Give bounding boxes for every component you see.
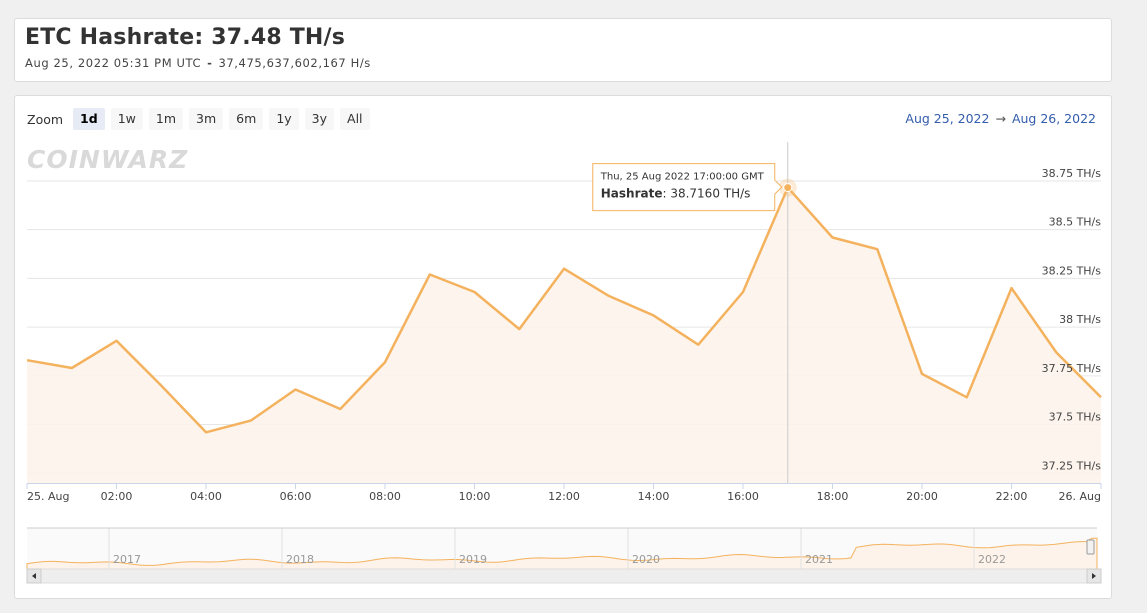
y-tick-label: 38.25 TH/s xyxy=(1042,264,1102,277)
zoom-button-1w[interactable]: 1w xyxy=(110,108,143,130)
x-tick-label: 22:00 xyxy=(996,490,1028,503)
chart-card: COINWARZ 37.25 TH/s 37.5 TH/s 37.75 TH/s 38… xyxy=(14,95,1112,599)
navigator-year-label: 2020 xyxy=(632,553,660,566)
zoom-button-6m[interactable]: 6m xyxy=(229,108,264,130)
x-tick-label: 12:00 xyxy=(548,490,580,503)
tooltip-series-label: Hashrate xyxy=(601,187,663,201)
date-range[interactable]: Aug 25, 2022 → Aug 26, 2022 xyxy=(905,111,1096,126)
plot-layer xyxy=(26,142,1102,483)
y-tick-label: 38.75 TH/s xyxy=(1042,167,1102,180)
y-tick-label: 37.5 TH/s xyxy=(1049,411,1102,424)
navigator-year-label: 2017 xyxy=(113,553,141,566)
x-tick-label: 25. Aug xyxy=(27,490,69,503)
raw-hashrate: 37,475,637,602,167 H/s xyxy=(218,56,371,70)
highlight-point xyxy=(783,183,793,193)
x-tick-label: 06:00 xyxy=(280,490,312,503)
zoom-label: Zoom xyxy=(27,111,64,127)
tooltip-value: 38.7160 TH/s xyxy=(670,187,750,201)
tooltip: Thu, 25 Aug 2022 17:00:00 GMT Hashrate: … xyxy=(592,163,783,212)
navigator-handle xyxy=(1086,539,1095,555)
area-fill xyxy=(27,187,1101,483)
zoom-button-3m[interactable]: 3m xyxy=(189,108,224,130)
coinwarz-watermark: COINWARZ xyxy=(27,145,188,174)
x-tick-label: 04:00 xyxy=(190,490,222,503)
range-arrow: → xyxy=(995,111,1006,126)
x-tick-label: 18:00 xyxy=(817,490,849,503)
navigator-year-label: 2019 xyxy=(459,553,487,566)
zoom-button-all[interactable]: All xyxy=(340,108,370,130)
scroll-right-arrow-icon xyxy=(1092,573,1096,579)
range-to[interactable]: Aug 26, 2022 xyxy=(1011,111,1096,126)
y-tick-label: 37.75 TH/s xyxy=(1042,362,1102,375)
separator: - xyxy=(207,56,213,70)
zoom-button-1y[interactable]: 1y xyxy=(269,108,299,130)
zoom-button-1d[interactable]: 1d xyxy=(73,108,105,130)
navigator-year-label: 2021 xyxy=(805,553,833,566)
x-tick-label: 26. Aug xyxy=(1059,490,1101,503)
x-tick-label: 08:00 xyxy=(369,490,401,503)
x-tick-label: 16:00 xyxy=(727,490,759,503)
scrollbar-track xyxy=(26,568,1102,584)
zoom-button-3y[interactable]: 3y xyxy=(304,108,335,130)
navigator[interactable]: 2017 2018 2019 2020 2021 2022 xyxy=(26,527,1102,584)
x-tick-label: 20:00 xyxy=(906,490,938,503)
x-tick-label: 14:00 xyxy=(638,490,670,503)
axis-layer: 37.25 TH/s 37.5 TH/s 37.75 TH/s 38 TH/s 38.2… xyxy=(26,167,1102,503)
y-tick-label: 38 TH/s xyxy=(1059,313,1101,326)
tooltip-date: Thu, 25 Aug 2022 17:00:00 GMT xyxy=(600,172,765,183)
x-tick-label: 02:00 xyxy=(101,490,133,503)
scroll-left-arrow-icon xyxy=(32,573,36,579)
tooltip-value-line: Hashrate: 38.7160 TH/s xyxy=(601,187,751,201)
x-tick-label: 10:00 xyxy=(459,490,491,503)
page-title: ETC Hashrate: 37.48 TH/s xyxy=(25,25,346,50)
zoom-bar: Zoom 1d 1w 1m 3m 6m 1y 3y All xyxy=(27,108,370,130)
subtitle: Aug 25, 2022 05:31 PM UTC -37,475,637,602… xyxy=(25,56,371,70)
navigator-series xyxy=(26,537,1098,570)
y-tick-label: 38.5 TH/s xyxy=(1049,216,1102,229)
y-tick-label: 37.25 TH/s xyxy=(1042,459,1102,472)
navigator-year-label: 2018 xyxy=(286,553,314,566)
zoom-button-1m[interactable]: 1m xyxy=(148,108,184,130)
hashrate-line xyxy=(26,186,1102,434)
tooltip-box xyxy=(592,163,783,212)
navigator-year-label: 2022 xyxy=(978,553,1006,566)
hashrate-chart: COINWARZ 37.25 TH/s 37.5 TH/s 37.75 TH/s 38… xyxy=(26,142,1102,584)
range-from[interactable]: Aug 25, 2022 xyxy=(905,111,990,126)
header-card: ETC Hashrate: 37.48 TH/s Aug 25, 2022 05… xyxy=(14,18,1112,82)
timestamp: Aug 25, 2022 05:31 PM UTC xyxy=(25,56,202,70)
tooltip-colon: : xyxy=(662,187,670,201)
